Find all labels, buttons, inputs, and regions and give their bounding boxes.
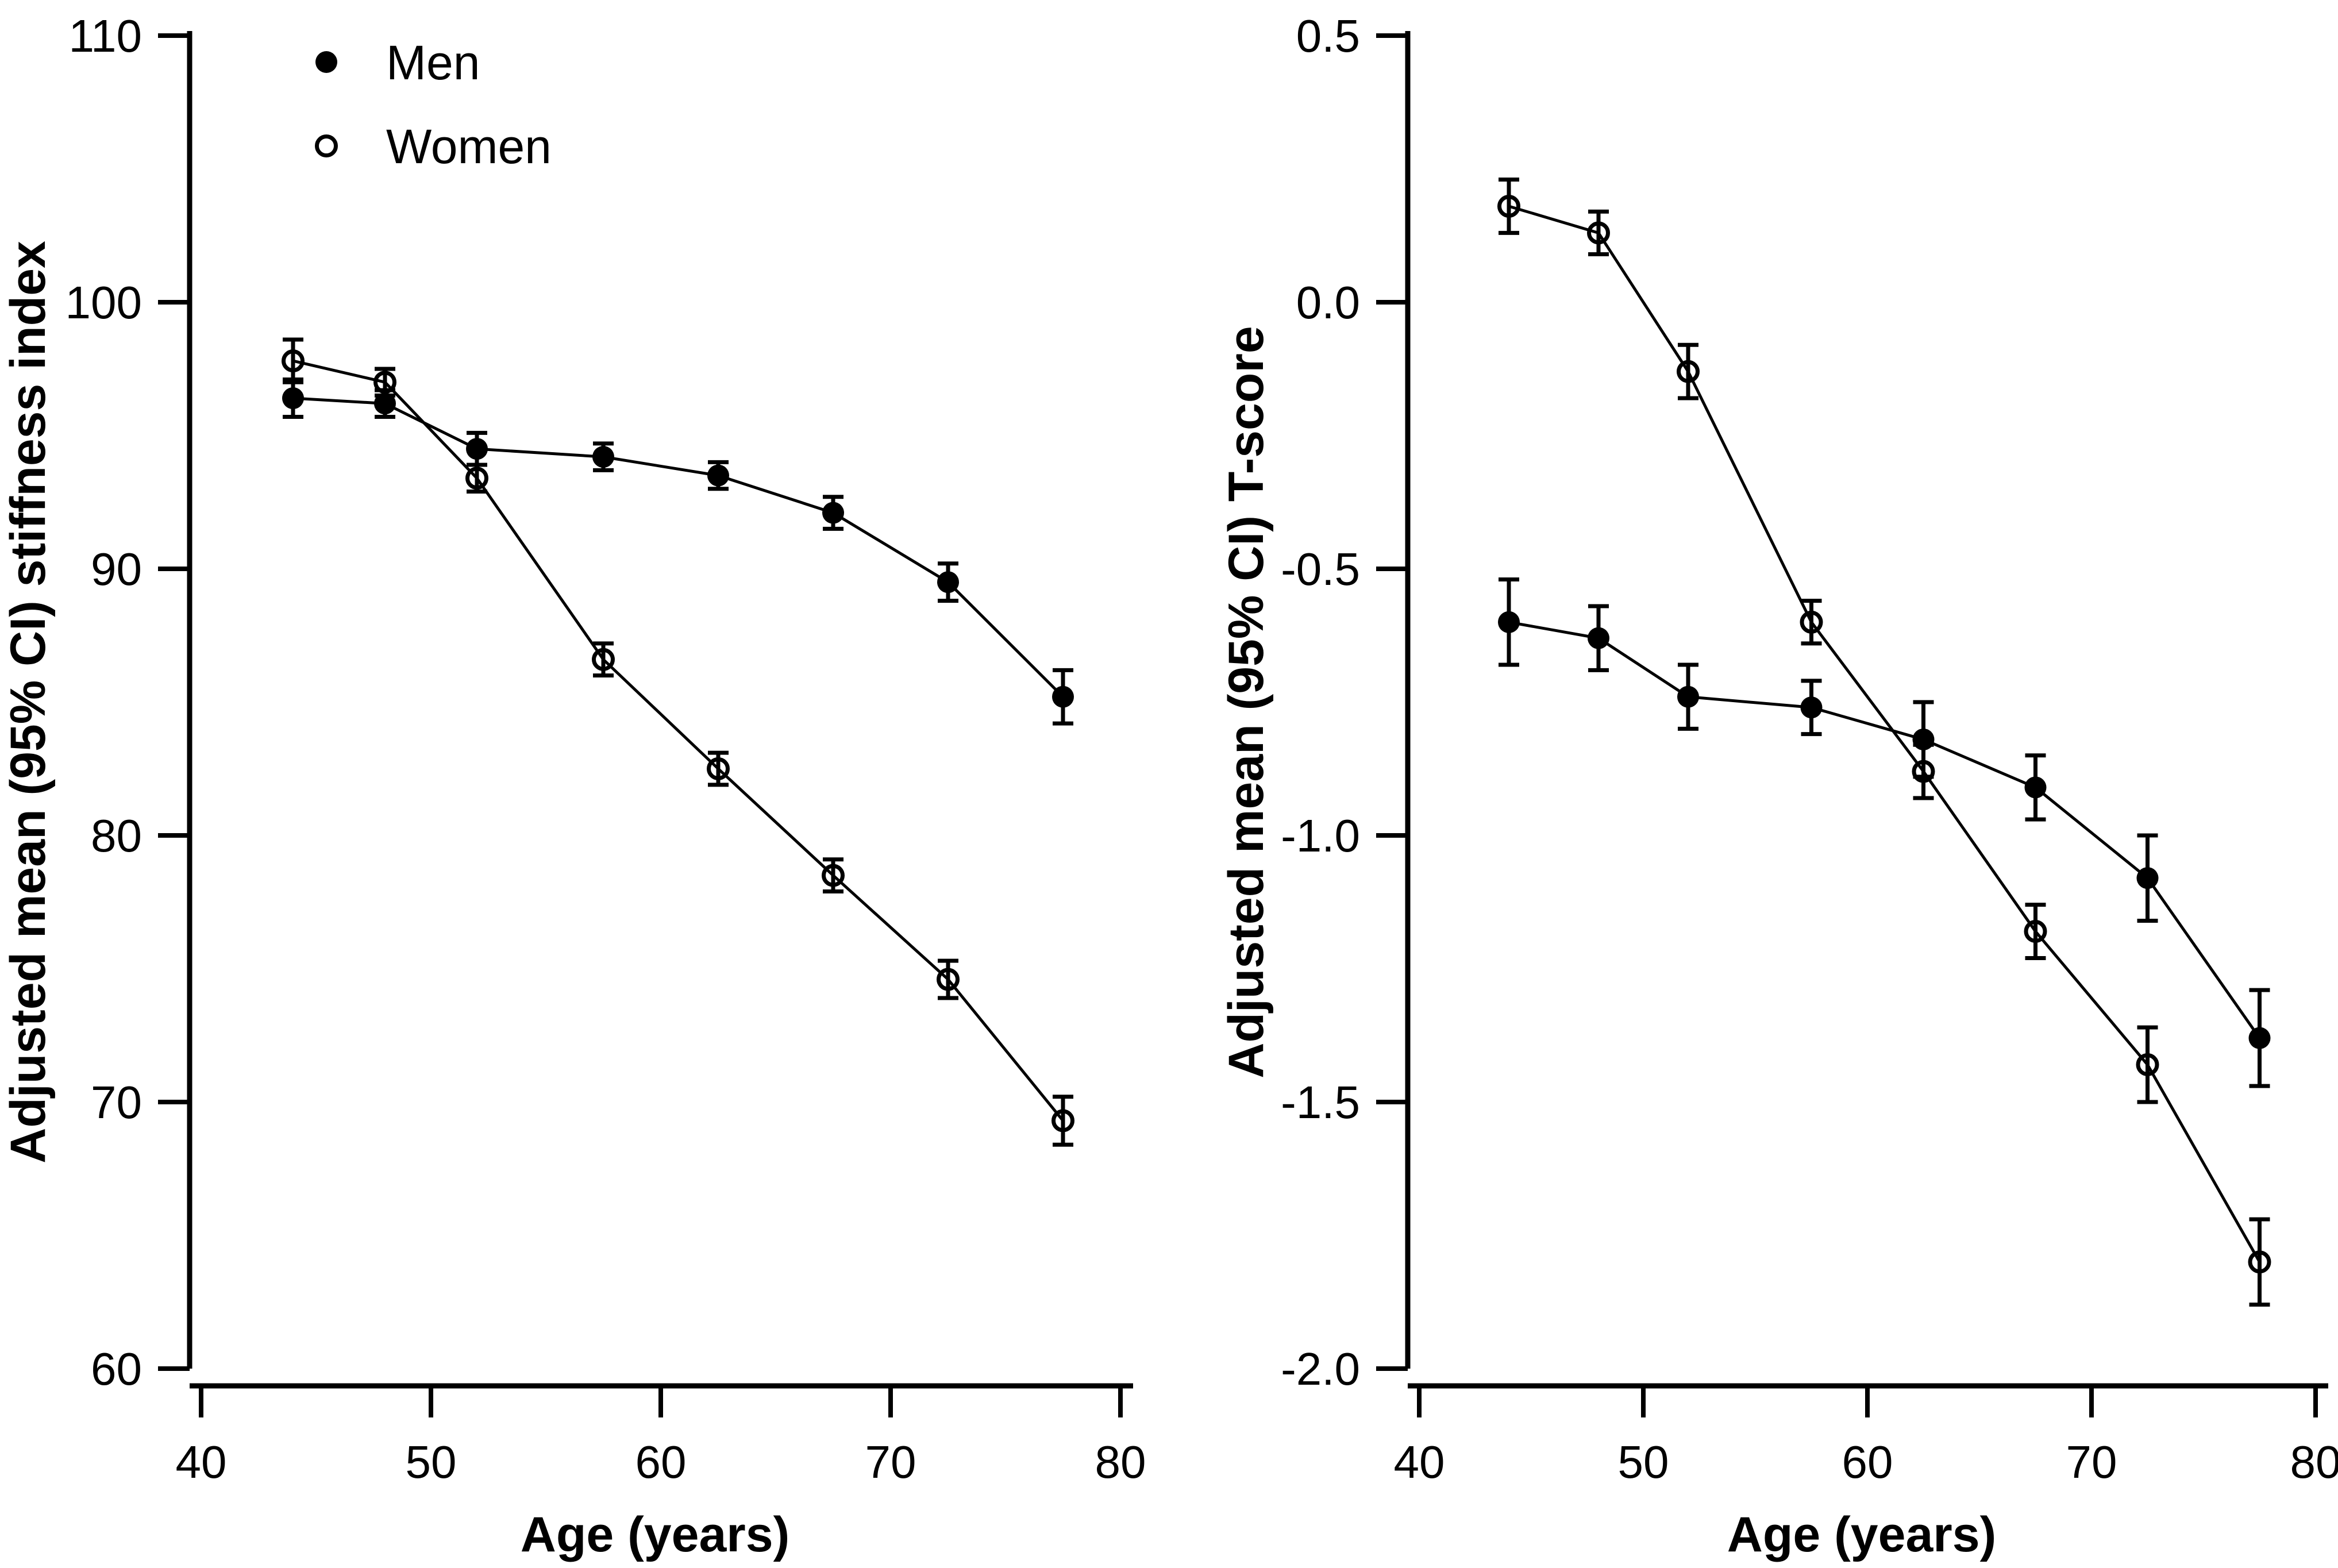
x-axis-title: Age (years) — [1727, 1507, 1996, 1562]
y-axis: 60 70 80 90 100 110 — [66, 10, 192, 1394]
legend-label: Men — [386, 36, 480, 90]
error-bar — [283, 337, 303, 384]
x-tick-label: 50 — [406, 1436, 457, 1488]
error-bar — [1588, 209, 1609, 256]
x-axis: 40 50 60 70 80 — [176, 1383, 1146, 1488]
data-point-filled-circle — [1588, 627, 1609, 649]
data-point-filled-circle — [282, 387, 304, 410]
x-tick-label: 50 — [1618, 1436, 1669, 1488]
data-point-filled-circle — [2024, 776, 2047, 799]
y-tick-label: -2.0 — [1281, 1343, 1360, 1394]
series-line — [1508, 621, 2261, 1039]
error-bar — [1499, 178, 1519, 235]
y-axis-title: Adjusted mean (95% CI) stiffness index — [1, 241, 56, 1164]
x-tick-label: 60 — [635, 1436, 687, 1488]
data-point-open-circle — [592, 648, 615, 671]
series-men — [282, 377, 1074, 726]
data-point-filled-circle — [937, 571, 959, 594]
data-point-open-circle — [937, 968, 960, 991]
data-point-filled-circle — [2248, 1027, 2271, 1049]
series-line — [1508, 205, 2261, 1263]
y-tick-label: 0.5 — [1296, 10, 1360, 61]
left-panel: 60 70 80 90 100 110 40 50 60 70 80 Age (years) Adjus… — [1, 10, 1146, 1562]
error-bar — [2137, 1025, 2158, 1104]
y-tick-label: 0.0 — [1296, 277, 1360, 328]
y-tick-label: -1.0 — [1281, 810, 1360, 861]
legend: Men Women — [315, 36, 552, 174]
data-point-open-circle — [2136, 1053, 2159, 1077]
error-bar — [1053, 1095, 1073, 1147]
series-women — [282, 337, 1074, 1147]
error-bar — [1801, 599, 1822, 646]
data-point-filled-circle — [707, 464, 729, 487]
error-bar — [1913, 742, 1934, 800]
data-point-open-circle — [2024, 920, 2047, 943]
x-tick-label: 80 — [2290, 1436, 2338, 1488]
series-line — [292, 396, 1064, 698]
x-tick-label: 80 — [1095, 1436, 1146, 1488]
data-point-filled-circle — [1498, 611, 1520, 633]
right-panel: -2.0 -1.5 -1.0 -0.5 0.0 0.5 40 50 60 70 80 Age (yea… — [1219, 10, 2338, 1562]
series-men — [1498, 577, 2271, 1088]
data-point-filled-circle — [822, 502, 844, 524]
y-axis-title: Adjusted mean (95% CI) T-score — [1219, 326, 1274, 1078]
data-point-filled-circle — [1052, 685, 1074, 708]
error-bar — [1678, 342, 1698, 400]
data-point-open-circle — [1587, 221, 1610, 245]
data-point-open-circle — [1800, 610, 1823, 634]
series-line — [292, 359, 1064, 1122]
x-tick-label: 40 — [176, 1436, 227, 1488]
legend-label: Women — [386, 120, 552, 174]
error-bar — [938, 958, 958, 1000]
data-point-filled-circle — [592, 446, 614, 468]
legend-marker-filled-circle — [315, 51, 337, 73]
data-point-open-circle — [1497, 194, 1520, 218]
y-tick-label: 60 — [91, 1343, 142, 1394]
data-point-filled-circle — [374, 392, 396, 415]
y-tick-label: 70 — [91, 1077, 142, 1128]
series-women — [1497, 178, 2271, 1307]
x-axis: 40 50 60 70 80 — [1394, 1383, 2338, 1488]
data-point-open-circle — [707, 757, 730, 780]
x-tick-label: 40 — [1394, 1436, 1445, 1488]
y-tick-label: -0.5 — [1281, 544, 1360, 595]
x-axis-title: Age (years) — [521, 1507, 789, 1562]
y-tick-label: -1.5 — [1281, 1077, 1360, 1128]
y-tick-label: 110 — [68, 10, 142, 61]
x-tick-label: 70 — [2066, 1436, 2117, 1488]
data-point-filled-circle — [2136, 867, 2159, 889]
data-point-open-circle — [1051, 1109, 1074, 1132]
error-bar — [2249, 1217, 2270, 1307]
data-point-filled-circle — [1800, 696, 1823, 719]
data-point-filled-circle — [1677, 685, 1699, 708]
data-point-open-circle — [1677, 360, 1700, 383]
y-axis: -2.0 -1.5 -1.0 -0.5 0.0 0.5 — [1281, 10, 1411, 1394]
x-tick-label: 60 — [1842, 1436, 1893, 1488]
data-point-open-circle — [1912, 760, 1935, 783]
x-tick-label: 70 — [865, 1436, 916, 1488]
data-point-open-circle — [465, 467, 488, 490]
y-tick-label: 80 — [91, 810, 142, 861]
data-point-open-circle — [282, 349, 305, 373]
data-point-filled-circle — [466, 438, 488, 460]
error-bar — [2025, 903, 2046, 960]
y-tick-label: 90 — [91, 544, 142, 595]
legend-marker-open-circle — [315, 134, 338, 157]
data-point-open-circle — [2248, 1250, 2271, 1274]
data-point-open-circle — [373, 371, 396, 394]
y-tick-label: 100 — [66, 277, 142, 328]
data-point-open-circle — [822, 864, 845, 887]
